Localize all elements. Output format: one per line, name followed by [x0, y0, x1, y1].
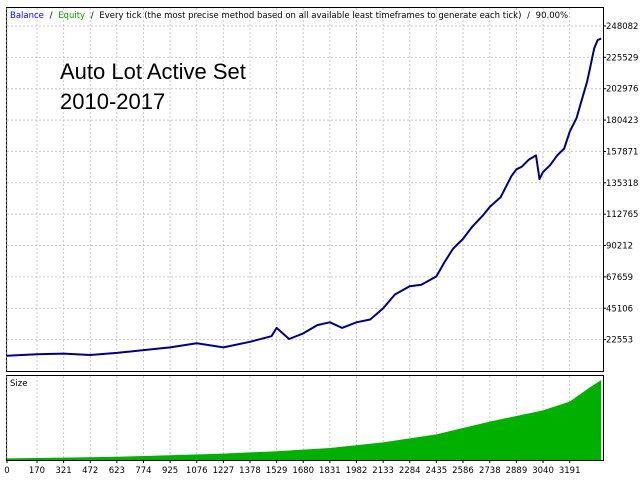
x-tick-label: 1378 [239, 466, 261, 476]
legend-sep-1: / [50, 11, 53, 21]
header-legend: Balance / Equity / Every tick (the most … [10, 11, 568, 21]
x-tick-label: 2284 [399, 466, 421, 476]
y-tick-label: 22553 [606, 336, 633, 346]
x-tick-label: 1982 [346, 466, 368, 476]
x-tick-label: 1680 [292, 466, 314, 476]
y-tick-label: 135318 [606, 179, 638, 189]
x-tick-label: 1076 [186, 466, 208, 476]
x-tick-label: 1227 [213, 466, 235, 476]
size-area [7, 380, 602, 460]
y-tick-label: 45106 [606, 304, 633, 314]
annotation-subtitle: 2010-2017 [60, 89, 165, 114]
x-tick-label: 774 [135, 466, 151, 476]
x-tick-label: 2738 [479, 466, 501, 476]
x-tick-label: 623 [109, 466, 125, 476]
x-tick-label: 2586 [452, 466, 474, 476]
y-tick-label: 112765 [606, 210, 638, 220]
x-tick-label: 1529 [266, 466, 288, 476]
y-tick-label: 225529 [606, 53, 638, 63]
x-tick-label: 2435 [426, 466, 448, 476]
x-tick-label: 0 [4, 466, 9, 476]
legend-sep-2: / [91, 11, 94, 21]
x-tick-label: 170 [29, 466, 45, 476]
x-tick-label: 321 [55, 466, 71, 476]
main-grid [6, 8, 603, 371]
y-axis-labels: 22553 45106 67659 90212 112765 135318 157871 18… [603, 22, 638, 346]
y-tick-label: 90212 [606, 242, 633, 252]
y-tick-label: 202976 [606, 85, 638, 95]
legend-equity: Equity [58, 11, 85, 21]
y-tick-label: 248082 [606, 22, 638, 32]
x-tick-label: 1831 [319, 466, 341, 476]
x-tick-label: 925 [162, 466, 178, 476]
x-tick-label: 3191 [559, 466, 581, 476]
x-tick-label: 2133 [372, 466, 394, 476]
legend-description: Every tick (the most precise method base… [99, 11, 521, 21]
legend-balance: Balance [10, 11, 44, 21]
y-tick-label: 180423 [606, 116, 638, 126]
size-series [7, 380, 602, 460]
annotation-title: Auto Lot Active Set [60, 59, 246, 84]
x-axis-labels: 0 170 321 472 623 774 925 1076 1227 1378 1529 1680 1… [4, 460, 580, 476]
x-tick-label: 472 [82, 466, 98, 476]
x-tick-label: 3040 [532, 466, 554, 476]
x-tick-label: 2889 [506, 466, 528, 476]
balance-series [6, 37, 602, 357]
legend-quality: 90.00% [536, 11, 568, 21]
size-panel-label: Size [10, 379, 27, 389]
y-tick-label: 67659 [606, 273, 633, 283]
y-tick-label: 157871 [606, 147, 638, 157]
legend-sep-3: / [527, 11, 530, 21]
balance-line [6, 37, 602, 357]
